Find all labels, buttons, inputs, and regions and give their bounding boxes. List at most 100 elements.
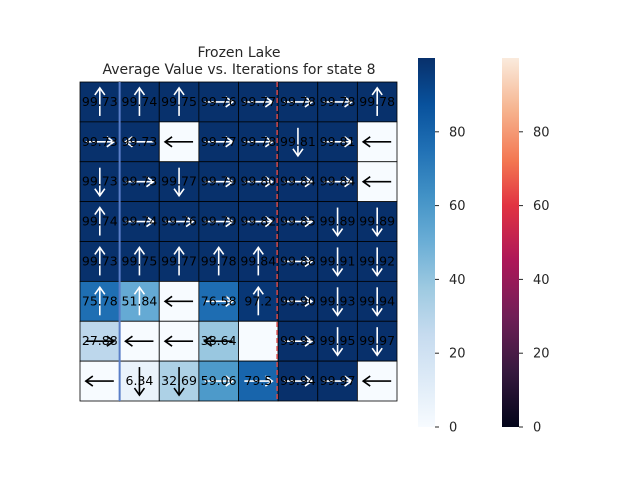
policy-arrow-right bbox=[204, 176, 235, 188]
colorbar-tick-label: 80 bbox=[449, 125, 466, 140]
policy-arrow-right bbox=[283, 375, 314, 387]
cell-value-label: 99.94 bbox=[359, 293, 395, 308]
policy-arrow-down bbox=[331, 287, 344, 317]
policy-arrow-right bbox=[244, 136, 274, 148]
policy-arrow-up bbox=[94, 246, 106, 276]
cell-value-label: 99.78 bbox=[320, 94, 356, 109]
cell-value-label: 99.75 bbox=[161, 94, 197, 109]
policy-arrow-up bbox=[252, 246, 264, 276]
policy-arrow-right bbox=[283, 176, 314, 188]
policy-arrow-up bbox=[94, 206, 106, 236]
colorbar-tick-label: 20 bbox=[533, 347, 550, 362]
cell-value-label: 99.81 bbox=[320, 134, 356, 149]
policy-arrow-down bbox=[331, 207, 344, 237]
policy-arrow-right bbox=[204, 295, 235, 307]
cell-value-label: 79.5 bbox=[244, 373, 272, 388]
cell-value-label: 99.91 bbox=[320, 253, 356, 268]
cell-value-label: 99.79 bbox=[201, 174, 237, 189]
cell-value-label: 99.79 bbox=[201, 214, 237, 229]
policy-arrow-up bbox=[94, 86, 106, 116]
cell-value-label: 99.73 bbox=[122, 134, 158, 149]
policy-arrow-up bbox=[252, 285, 264, 316]
cell-value-label: 99.89 bbox=[320, 214, 356, 229]
cell-value-label: 75.78 bbox=[82, 293, 118, 308]
cell-value-label: 32.69 bbox=[161, 373, 197, 388]
cell-value-label: 99.97 bbox=[359, 333, 395, 348]
cell-value-label: 99.78 bbox=[359, 94, 395, 109]
policy-arrow-right bbox=[125, 215, 155, 228]
policy-arrow-right bbox=[204, 215, 235, 228]
colorbar-tick-label: 0 bbox=[533, 421, 541, 436]
policy-arrow-down bbox=[173, 367, 185, 397]
cell-value-label: 99.84 bbox=[240, 253, 276, 268]
policy-arrow-right bbox=[323, 136, 353, 148]
policy-arrow-up bbox=[133, 246, 146, 276]
policy-arrow-right bbox=[283, 255, 314, 268]
cell-value-label: 99.74 bbox=[82, 214, 118, 229]
policy-arrow-right bbox=[283, 335, 314, 347]
cell-value-label: 99.76 bbox=[201, 94, 237, 109]
policy-arrow-right bbox=[323, 375, 353, 387]
policy-arrow-right bbox=[244, 375, 274, 387]
cell-value-label: 99.84 bbox=[280, 174, 316, 189]
policy-arrow-right bbox=[204, 96, 235, 108]
cell-value-label: 99.78 bbox=[280, 94, 316, 109]
colorbar-blues: 0 20 40 60 80 bbox=[418, 58, 466, 436]
policy-arrow-right bbox=[323, 96, 353, 108]
policy-arrow-down bbox=[331, 327, 344, 357]
colorbar-rocket: 0 20 40 60 80 bbox=[502, 58, 550, 436]
colorbar-rocket-gradient bbox=[502, 58, 519, 427]
colorbar-blues-gradient bbox=[418, 58, 435, 427]
policy-arrow-up bbox=[133, 285, 146, 316]
policy-arrow-down bbox=[331, 247, 344, 277]
policy-arrow-left bbox=[203, 335, 233, 347]
policy-arrow-right bbox=[283, 295, 314, 307]
policy-arrow-down bbox=[371, 327, 383, 357]
cell-value-label: 99.76 bbox=[161, 214, 197, 229]
policy-arrow-right bbox=[244, 96, 274, 108]
cell-value-label: 99.75 bbox=[122, 253, 158, 268]
policy-arrow-up bbox=[371, 86, 383, 116]
cell-value-label: 38.64 bbox=[201, 333, 237, 348]
colorbar-tick-label: 0 bbox=[449, 421, 457, 436]
policy-arrow-right bbox=[204, 375, 235, 387]
cell-value-label: 99.89 bbox=[359, 214, 395, 229]
policy-arrow-left bbox=[124, 335, 154, 347]
policy-arrow-down bbox=[292, 127, 304, 158]
cell-value-label: 99.77 bbox=[161, 253, 197, 268]
policy-arrow-left bbox=[163, 136, 194, 148]
cell-value-label: 99.95 bbox=[320, 333, 356, 348]
policy-arrow-left bbox=[361, 136, 392, 148]
cell-value-label: 97.2 bbox=[244, 293, 272, 308]
policy-arrow-right bbox=[323, 176, 353, 188]
cell-value-label: 27.88 bbox=[82, 333, 118, 348]
policy-arrow-left bbox=[163, 335, 194, 347]
policy-arrow-right bbox=[85, 136, 116, 148]
chart-title-line2: Average Value vs. Iterations for state 8 bbox=[103, 62, 376, 78]
cell-value-label: 99.78 bbox=[201, 253, 237, 268]
cell-value-label: 99.92 bbox=[359, 253, 395, 268]
policy-arrow-left bbox=[361, 375, 392, 387]
cell-value-label: 6.34 bbox=[126, 373, 154, 388]
policy-arrow-down bbox=[371, 207, 383, 237]
cell-value-label: 99.73 bbox=[82, 253, 118, 268]
chart-title-line1: Frozen Lake bbox=[198, 45, 281, 61]
cell-value-label: 76.58 bbox=[201, 293, 237, 308]
colorbar-tick-label: 60 bbox=[533, 199, 550, 214]
policy-arrow-right bbox=[165, 215, 195, 228]
policy-arrow-right bbox=[244, 176, 274, 188]
cell-value-label: 99.73 bbox=[82, 134, 118, 149]
colorbar-tick-label: 80 bbox=[533, 125, 550, 140]
colorbar-tick-label: 20 bbox=[449, 347, 466, 362]
cell-value-label: 99.78 bbox=[240, 134, 276, 149]
policy-arrow-up bbox=[173, 246, 185, 276]
cell-value-label: 99.73 bbox=[122, 174, 158, 189]
policy-arrow-up bbox=[94, 285, 106, 316]
policy-arrow-right bbox=[283, 215, 314, 228]
heatmap-grid: 99.73 99.74 99.75 99.76 99.77 99.78 99.78 99.78… bbox=[79, 81, 398, 402]
cell-value-label: 99.93 bbox=[280, 333, 316, 348]
cell-value-label: 99.94 bbox=[280, 373, 316, 388]
policy-arrow-up bbox=[173, 86, 185, 116]
cell-value-label: 99.77 bbox=[161, 174, 197, 189]
policy-arrow-right bbox=[244, 215, 274, 228]
